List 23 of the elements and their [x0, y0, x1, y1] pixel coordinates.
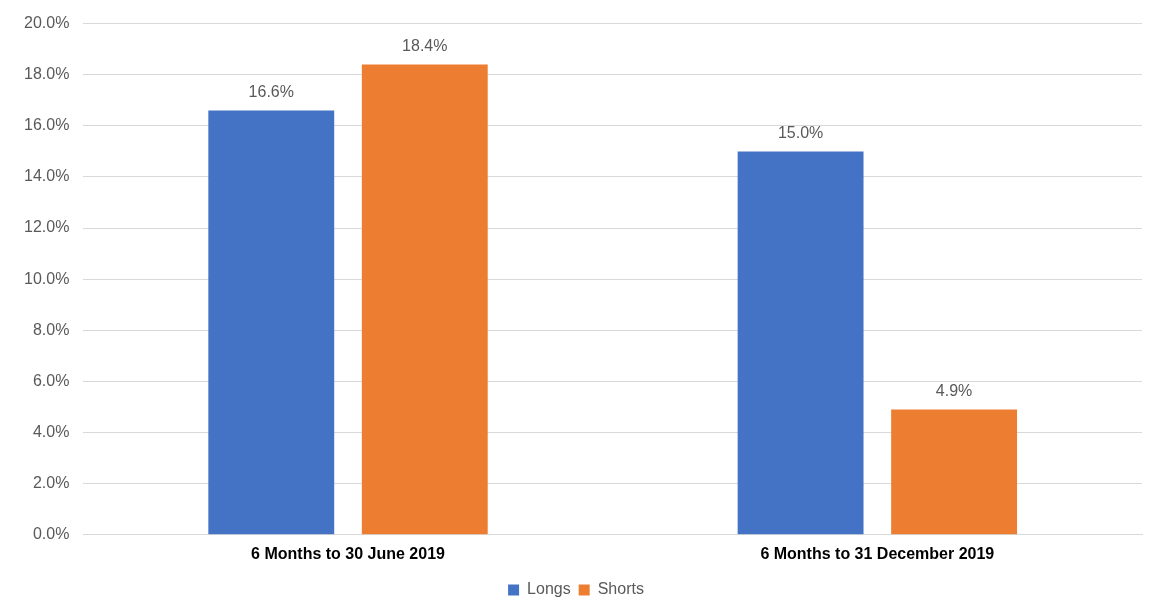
legend-label: Shorts — [597, 580, 644, 598]
y-tick-label: 12.0% — [23, 218, 70, 236]
bar — [361, 64, 488, 535]
legend-label: Longs — [527, 580, 571, 598]
data-label: 15.0% — [777, 123, 824, 141]
x-tick-label: 6 Months to 31 December 2019 — [760, 544, 995, 562]
bar — [737, 151, 864, 535]
data-label: 16.6% — [248, 82, 294, 100]
y-tick-label: 6.0% — [32, 371, 70, 389]
y-tick-label: 4.0% — [32, 422, 70, 440]
y-tick-label: 20.0% — [23, 14, 70, 32]
y-tick-label: 16.0% — [23, 116, 70, 134]
bar — [891, 409, 1018, 535]
x-tick-label: 6 Months to 30 June 2019 — [251, 544, 446, 562]
data-label: 4.9% — [935, 381, 973, 399]
y-tick-label: 8.0% — [32, 320, 70, 338]
y-tick-label: 18.0% — [23, 65, 70, 83]
y-tick-label: 0.0% — [32, 525, 70, 543]
y-tick-label: 10.0% — [23, 269, 70, 287]
bar — [208, 110, 335, 535]
y-tick-label: 2.0% — [32, 474, 70, 492]
data-label: 18.4% — [402, 36, 448, 54]
y-tick-label: 14.0% — [23, 167, 70, 185]
